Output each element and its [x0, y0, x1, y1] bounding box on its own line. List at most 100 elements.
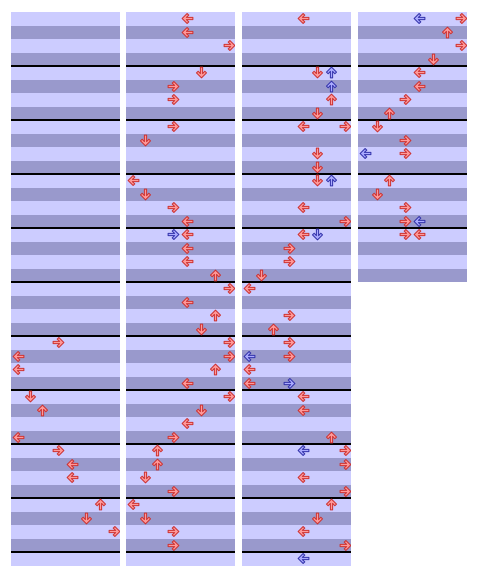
measure-line — [11, 335, 120, 337]
beat-row — [126, 25, 235, 40]
beat-row — [11, 66, 120, 80]
measure-line — [126, 389, 235, 391]
right-arrow-icon — [399, 215, 412, 228]
left-arrow-icon — [297, 404, 310, 417]
beat-row — [358, 39, 467, 53]
down-arrow-icon — [311, 161, 324, 174]
beat-row — [126, 214, 235, 229]
down-arrow-icon — [311, 147, 324, 160]
measure-line — [11, 119, 120, 121]
beat-row — [242, 538, 351, 553]
beat-row — [11, 538, 120, 553]
beat-row — [358, 268, 467, 282]
left-arrow-icon — [359, 147, 372, 160]
beat-row — [11, 322, 120, 337]
beat-row — [126, 133, 235, 148]
right-arrow-icon — [399, 147, 412, 160]
measure-line — [126, 335, 235, 337]
beat-row — [126, 511, 235, 526]
right-arrow-icon — [108, 525, 121, 538]
beat-row — [126, 241, 235, 256]
beat-row — [242, 12, 351, 26]
right-arrow-icon — [339, 458, 352, 471]
beat-row — [242, 390, 351, 404]
beat-row — [126, 52, 235, 67]
beat-row — [358, 255, 467, 269]
right-arrow-icon — [167, 93, 180, 106]
beat-row — [242, 79, 351, 94]
chart-column-3 — [242, 12, 351, 566]
right-arrow-icon — [223, 350, 236, 363]
left-arrow-icon — [12, 431, 25, 444]
measure-line — [242, 389, 351, 391]
down-arrow-icon — [139, 471, 152, 484]
down-arrow-icon — [427, 53, 440, 66]
up-arrow-icon — [94, 498, 107, 511]
beat-row — [242, 349, 351, 364]
measure-line — [11, 281, 120, 283]
beat-row — [242, 457, 351, 472]
beat-row — [11, 174, 120, 188]
down-arrow-icon — [255, 269, 268, 282]
right-arrow-icon — [167, 120, 180, 133]
left-arrow-icon — [181, 417, 194, 430]
left-arrow-icon — [243, 377, 256, 390]
beat-row — [242, 66, 351, 80]
beat-row — [242, 430, 351, 445]
down-arrow-icon — [311, 174, 324, 187]
up-arrow-icon — [209, 269, 222, 282]
beat-row — [242, 403, 351, 418]
beat-row — [242, 295, 351, 310]
beat-row — [358, 187, 467, 202]
right-arrow-icon — [223, 390, 236, 403]
up-arrow-icon — [325, 174, 338, 187]
up-arrow-icon — [151, 444, 164, 457]
beat-row — [358, 106, 467, 121]
right-arrow-icon — [339, 485, 352, 498]
up-arrow-icon — [383, 107, 396, 120]
beat-row — [126, 106, 235, 121]
up-arrow-icon — [209, 363, 222, 376]
left-arrow-icon — [243, 350, 256, 363]
left-arrow-icon — [181, 228, 194, 241]
beat-row — [11, 309, 120, 323]
beat-row — [11, 160, 120, 175]
measure-line — [242, 497, 351, 499]
beat-row — [11, 552, 120, 566]
beat-row — [242, 471, 351, 485]
beat-row — [11, 511, 120, 526]
left-arrow-icon — [297, 201, 310, 214]
down-arrow-icon — [311, 66, 324, 79]
beat-row — [11, 430, 120, 445]
beat-row — [11, 403, 120, 418]
left-arrow-icon — [66, 458, 79, 471]
beat-row — [11, 39, 120, 53]
beat-row — [126, 403, 235, 418]
left-arrow-icon — [297, 390, 310, 403]
down-arrow-icon — [311, 107, 324, 120]
beat-row — [242, 133, 351, 148]
left-arrow-icon — [413, 80, 426, 93]
beat-row — [358, 241, 467, 256]
beat-row — [242, 498, 351, 512]
beat-row — [11, 525, 120, 539]
up-arrow-icon — [383, 174, 396, 187]
beat-row — [126, 228, 235, 242]
beat-row — [126, 201, 235, 215]
right-arrow-icon — [167, 525, 180, 538]
beat-row — [242, 309, 351, 323]
beat-row — [11, 417, 120, 431]
beat-row — [126, 147, 235, 161]
beat-row — [11, 120, 120, 134]
beat-row — [126, 268, 235, 283]
beat-row — [126, 336, 235, 350]
right-arrow-icon — [339, 215, 352, 228]
beat-row — [242, 417, 351, 431]
beat-row — [126, 160, 235, 175]
measure-line — [242, 227, 351, 229]
left-arrow-icon — [413, 66, 426, 79]
measure-line — [126, 281, 235, 283]
beat-row — [11, 282, 120, 296]
beat-row — [358, 214, 467, 229]
right-arrow-icon — [399, 228, 412, 241]
